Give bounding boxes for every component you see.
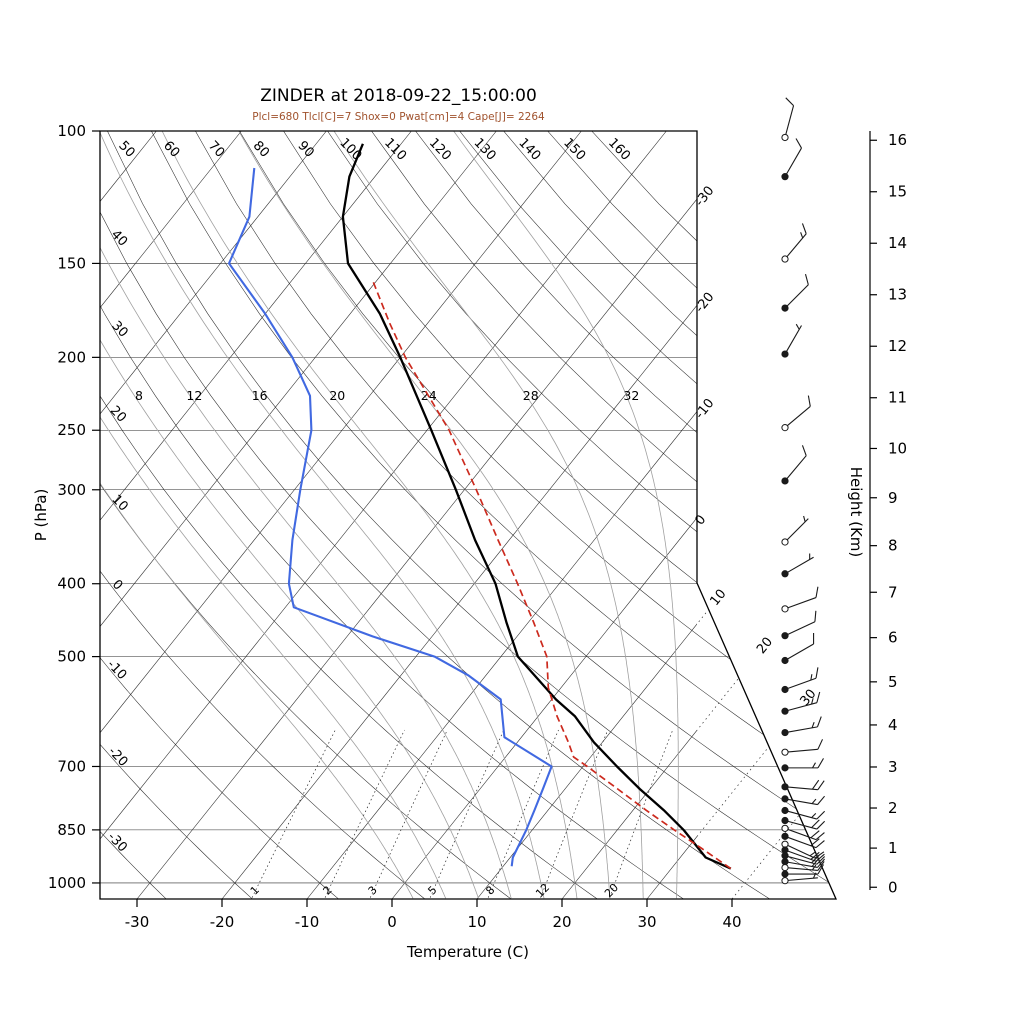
isotherm-label: -10 bbox=[692, 396, 717, 422]
pressure-tick-label: 400 bbox=[57, 575, 86, 593]
dry-adiabat-label: 40 bbox=[108, 227, 130, 249]
pressure-tick-label: 700 bbox=[57, 757, 86, 775]
dry-adiabat-label: 20 bbox=[107, 403, 129, 425]
mixing-ratio-label: 5 bbox=[425, 883, 439, 897]
mixing-ratio-label: 3 bbox=[366, 883, 380, 897]
height-tick-label: 10 bbox=[888, 439, 907, 457]
height-axis-label: Height (Km) bbox=[847, 467, 865, 558]
moist-adiabats bbox=[100, 131, 679, 899]
chart-subtitle: Plcl=680 Tlcl[C]=7 Shox=0 Pwat[cm]=4 Cap… bbox=[252, 111, 545, 123]
mixing-ratio-label: 12 bbox=[533, 881, 552, 900]
temperature-tick-label: 0 bbox=[387, 913, 397, 931]
height-tick-label: 2 bbox=[888, 799, 898, 817]
height-tick-label: 6 bbox=[888, 629, 898, 647]
temperature-tick-label: -30 bbox=[125, 913, 150, 931]
pressure-tick-label: 850 bbox=[57, 821, 86, 839]
mixing-ratio-label: 20 bbox=[602, 881, 621, 900]
mixing-ratio-lines bbox=[251, 729, 674, 898]
dry-adiabat-label: -30 bbox=[104, 830, 130, 856]
temperature-axis-label: Temperature (C) bbox=[406, 943, 529, 961]
dry-adiabat-label: 70 bbox=[205, 138, 227, 160]
dry-adiabat-label: 10 bbox=[108, 492, 130, 514]
isotherm-grid bbox=[100, 131, 697, 899]
temperature-tick-label: 30 bbox=[637, 913, 656, 931]
temperature-line bbox=[341, 143, 732, 870]
dry-adiabat-label: 50 bbox=[115, 138, 137, 160]
height-tick-label: 4 bbox=[888, 716, 898, 734]
height-tick-label: 5 bbox=[888, 673, 898, 691]
sounding-profiles bbox=[227, 143, 732, 870]
height-tick-label: 8 bbox=[888, 537, 898, 555]
isotherm-label: 30 bbox=[797, 687, 819, 709]
height-tick-label: 16 bbox=[888, 131, 907, 149]
pressure-tick-label: 100 bbox=[57, 122, 86, 140]
temperature-tick-label: 20 bbox=[552, 913, 571, 931]
pressure-tick-label: 300 bbox=[57, 481, 86, 499]
pressure-tick-label: 1000 bbox=[48, 874, 86, 892]
temperature-tick-label: -20 bbox=[210, 913, 235, 931]
temperature-tick-label: -10 bbox=[295, 913, 320, 931]
height-tick-label: 9 bbox=[888, 489, 898, 507]
dry-adiabat-label: 80 bbox=[250, 138, 272, 160]
plot-spine bbox=[99, 130, 837, 900]
isotherm-label: -20 bbox=[692, 290, 717, 316]
dry-adiabat-label: 60 bbox=[160, 138, 182, 160]
pressure-tick-label: 200 bbox=[57, 348, 86, 366]
moist-adiabat-label: 20 bbox=[329, 388, 345, 403]
dry-adiabat-label: 90 bbox=[294, 138, 316, 160]
isotherm-label: 0 bbox=[692, 512, 709, 528]
dry-adiabat-label: -20 bbox=[105, 744, 131, 770]
isotherm-label: 20 bbox=[754, 635, 776, 657]
dry-adiabat-label: 160 bbox=[605, 135, 633, 163]
temperature-tick-label: 40 bbox=[722, 913, 741, 931]
height-tick-label: 3 bbox=[888, 758, 898, 776]
parcel-line bbox=[371, 280, 732, 870]
dry-adiabat-label: 30 bbox=[108, 318, 130, 340]
pressure-axis-label: P (hPa) bbox=[32, 489, 50, 542]
temperature-tick-label: 10 bbox=[467, 913, 486, 931]
moist-adiabat-label: 32 bbox=[623, 388, 639, 403]
pressure-gridlines bbox=[100, 131, 836, 884]
height-tick-label: 13 bbox=[888, 286, 907, 304]
height-tick-label: 0 bbox=[888, 878, 898, 896]
pressure-tick-label: 250 bbox=[57, 421, 86, 439]
height-tick-label: 1 bbox=[888, 839, 898, 857]
dry-adiabat-label: 150 bbox=[560, 135, 588, 163]
mixing-ratio-label: 8 bbox=[483, 883, 497, 897]
moist-adiabat-label: 16 bbox=[252, 388, 268, 403]
height-tick-label: 15 bbox=[888, 183, 907, 201]
height-tick-label: 14 bbox=[888, 234, 907, 252]
wind-barbs bbox=[781, 97, 826, 885]
moist-adiabat-label: 28 bbox=[523, 388, 539, 403]
dewpoint-line bbox=[227, 167, 553, 867]
pressure-tick-label: 500 bbox=[57, 648, 86, 666]
height-tick-label: 12 bbox=[888, 337, 907, 355]
isotherm-label: -30 bbox=[692, 184, 717, 210]
dry-adiabat-label: 0 bbox=[109, 577, 126, 593]
dry-adiabat-label: -10 bbox=[104, 657, 130, 683]
dry-adiabat-label: 140 bbox=[515, 135, 543, 163]
moist-adiabat-label: 8 bbox=[135, 388, 143, 403]
height-tick-label: 11 bbox=[888, 389, 907, 407]
chart-title: ZINDER at 2018-09-22_15:00:00 bbox=[260, 86, 537, 106]
dry-adiabat-label: 120 bbox=[426, 135, 454, 163]
height-tick-label: 7 bbox=[888, 583, 898, 601]
pressure-tick-label: 150 bbox=[57, 254, 86, 272]
mixing-ratio-label: 2 bbox=[321, 883, 335, 897]
dry-adiabat-label: 110 bbox=[381, 135, 409, 163]
mixing-ratio-label: 1 bbox=[248, 883, 262, 897]
isotherm-label: 10 bbox=[707, 587, 729, 609]
moist-adiabat-label: 12 bbox=[186, 388, 202, 403]
